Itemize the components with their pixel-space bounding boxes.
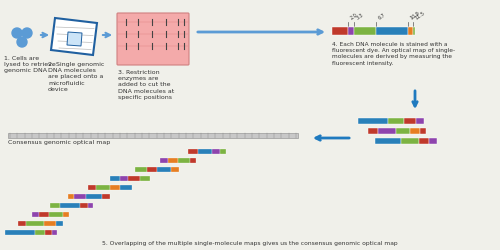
Bar	[86, 194, 102, 199]
Text: 2.0: 2.0	[349, 12, 358, 21]
Bar	[429, 138, 437, 144]
Bar	[368, 128, 378, 134]
Bar	[26, 221, 44, 226]
Bar	[74, 194, 86, 199]
Bar	[63, 212, 69, 217]
Bar	[404, 118, 416, 124]
Bar	[168, 158, 178, 163]
Bar	[358, 118, 388, 124]
Bar	[56, 221, 63, 226]
Bar	[5, 230, 35, 235]
Circle shape	[22, 28, 32, 38]
Bar	[419, 138, 429, 144]
Bar	[160, 158, 168, 163]
Bar	[375, 138, 401, 144]
Text: 10.9: 10.9	[409, 11, 420, 21]
Bar	[396, 128, 410, 134]
Bar	[44, 221, 56, 226]
Bar	[354, 27, 376, 35]
Text: 4. Each DNA molecule is stained with a
fluorescent dye. An optical map of single: 4. Each DNA molecule is stained with a f…	[332, 42, 455, 66]
Polygon shape	[67, 32, 82, 46]
Bar	[140, 176, 150, 181]
Bar	[178, 158, 190, 163]
Text: Consensus genomic optical map: Consensus genomic optical map	[8, 140, 110, 145]
Text: 11.5: 11.5	[414, 11, 426, 21]
Text: 3. Restriction
enzymes are
added to cut the
DNA molecules at
specific positions: 3. Restriction enzymes are added to cut …	[118, 70, 174, 100]
Bar	[120, 176, 128, 181]
Bar	[212, 149, 220, 154]
Bar	[50, 203, 60, 208]
Bar	[190, 158, 196, 163]
Bar	[60, 203, 80, 208]
Bar	[80, 203, 88, 208]
Bar	[96, 185, 110, 190]
Bar	[88, 185, 96, 190]
Bar	[52, 230, 57, 235]
Bar	[8, 133, 298, 138]
Bar	[147, 167, 157, 172]
Bar	[410, 128, 420, 134]
Bar	[220, 149, 226, 154]
Bar	[408, 27, 413, 35]
Bar	[135, 167, 147, 172]
Polygon shape	[51, 18, 97, 55]
Bar	[120, 185, 132, 190]
Bar	[18, 221, 26, 226]
Text: 5. Overlapping of the multiple single-molecule maps gives us the consensus genom: 5. Overlapping of the multiple single-mo…	[102, 241, 398, 246]
Bar	[88, 203, 93, 208]
Bar	[378, 128, 396, 134]
Bar	[376, 27, 408, 35]
Bar	[188, 149, 198, 154]
Bar	[110, 176, 120, 181]
Bar	[102, 194, 110, 199]
Bar	[32, 212, 39, 217]
Bar	[35, 230, 45, 235]
Bar	[332, 27, 348, 35]
Bar	[348, 27, 354, 35]
Text: 1. Cells are
lysed to retrieve
genomic DNA: 1. Cells are lysed to retrieve genomic D…	[4, 56, 56, 74]
Bar	[416, 118, 424, 124]
Bar	[401, 138, 419, 144]
Bar	[157, 167, 171, 172]
Bar	[128, 176, 140, 181]
Bar	[413, 27, 415, 35]
Bar	[171, 167, 179, 172]
Bar	[198, 149, 212, 154]
Bar	[388, 118, 404, 124]
Bar	[39, 212, 49, 217]
Bar	[45, 230, 52, 235]
Text: 6.7: 6.7	[377, 12, 386, 21]
Circle shape	[12, 28, 22, 38]
Bar	[420, 128, 426, 134]
Bar	[110, 185, 120, 190]
Bar	[49, 212, 63, 217]
Text: 2. Single genomic
DNA molecules
are placed onto a
microfluidic
device: 2. Single genomic DNA molecules are plac…	[48, 62, 104, 92]
Circle shape	[17, 37, 27, 47]
Bar	[68, 194, 74, 199]
Text: 3.3: 3.3	[355, 12, 364, 21]
FancyBboxPatch shape	[117, 13, 189, 65]
